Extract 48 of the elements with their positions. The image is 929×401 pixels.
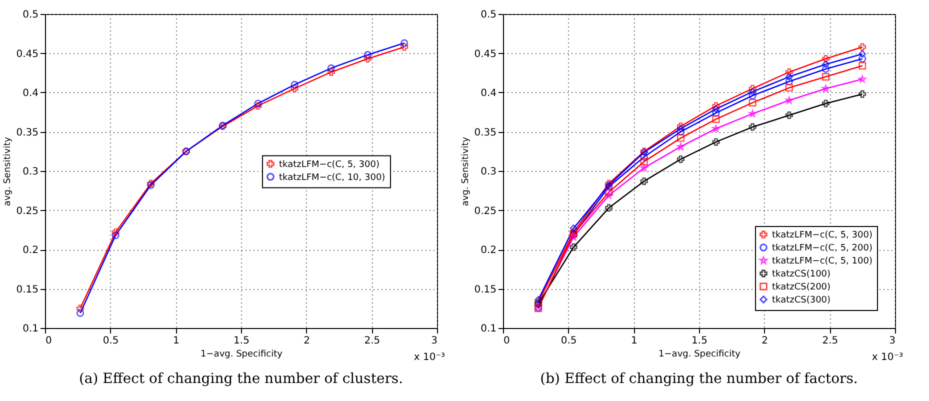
x-tick-label: 1.5 [234,336,250,346]
x-tick-label: 1 [172,336,180,346]
y-tick-label: 0.15 [16,284,38,296]
legend-label: tkatzCS(300) [772,296,831,306]
legend-label: tkatzLFM−c(C, 5, 300) [279,160,380,170]
y-tick-label: 0.15 [474,284,496,296]
x-tick-label: 2 [762,336,768,346]
x-tick-label: 0 [504,336,510,346]
x-tick-label: 0.5 [560,336,577,346]
y-tick-label: 0.2 [22,245,38,256]
y-tick-label: 0.25 [474,206,496,217]
legend-label: tkatzCS(100) [772,270,831,280]
y-tick-label: 0.35 [474,127,496,138]
x-tick-label: 1 [630,336,638,346]
y-tick-label: 0.5 [22,10,38,20]
text: (a) Effect of changing the number of clusters. [78,371,404,387]
x-tick-label: 2.5 [364,336,380,346]
y-tick-label: 0.25 [16,206,38,217]
y-tick-label: 0.4 [480,88,496,99]
y-axis-title: avg. Sensitivity [461,136,472,206]
legend-label: tkatzCS(200) [772,282,831,292]
x-tick-label: 2.5 [822,336,838,346]
x-tick-label: 1.5 [692,336,708,346]
x-tick-label: 0 [46,336,52,346]
y-axis-title: avg. Sensitivity [3,136,14,206]
y-tick-label: 0.3 [480,166,496,178]
y-tick-label: 0.3 [22,166,38,178]
y-tick-label: 0.1 [480,324,496,334]
y-tick-label: 0.1 [22,324,38,334]
text: x 10⁻³ [414,352,445,363]
legend-label: tkatzLFM−c(C, 10, 300) [279,172,386,183]
x-tick-label: 3 [889,336,896,346]
text: (b) Effect of changing the number of factors. [540,371,858,387]
x-axis-title: 1−avg. Specificity [200,350,284,360]
x-axis-title: 1−avg. Specificity [658,350,742,360]
text: x 10⁻³ [872,352,903,363]
y-tick-label: 0.45 [474,48,496,60]
legend-label: tkatzLFM−c(C, 5, 100) [772,256,872,266]
x-tick-label: 3 [431,336,438,346]
y-tick-label: 0.5 [480,10,496,20]
x-tick-label: 2 [304,336,310,346]
y-tick-label: 0.35 [16,127,38,138]
y-tick-label: 0.45 [16,48,38,60]
y-tick-label: 0.2 [480,245,496,256]
y-tick-label: 0.4 [22,88,38,99]
legend-label: tkatzLFM−c(C, 5, 200) [772,244,872,254]
x-tick-label: 0.5 [102,336,119,346]
legend-label: tkatzLFM−c(C, 5, 300) [772,230,872,240]
